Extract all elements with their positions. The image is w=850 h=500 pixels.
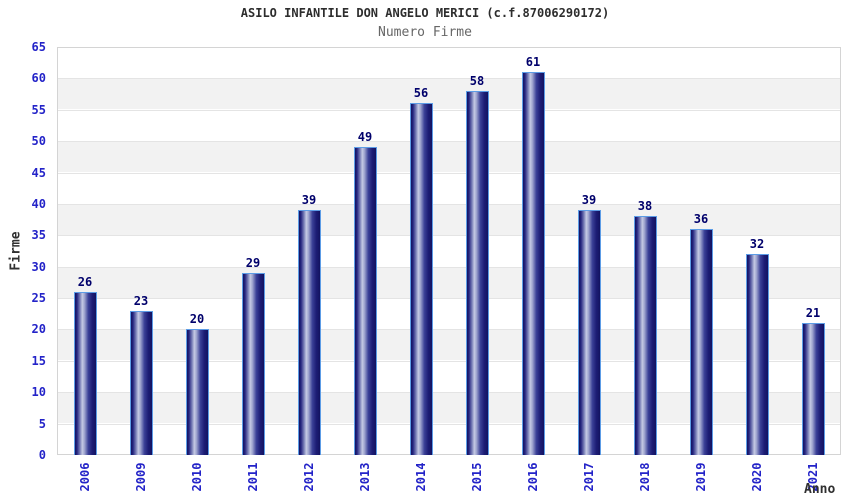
x-tick-label: 2016 — [526, 462, 540, 492]
bar — [522, 72, 545, 455]
x-tick-label: 2019 — [694, 462, 708, 492]
x-axis-ticks: 2006 2009 2010 2011 2012 2013 2014 2015 2016 2017… — [57, 455, 841, 500]
bar-value-label: 38 — [637, 199, 653, 213]
plot-band — [58, 78, 840, 109]
y-tick-label: 30 — [31, 260, 46, 274]
bar-value-label: 20 — [189, 312, 205, 326]
x-tick-label: 2018 — [638, 462, 652, 492]
x-tick-label: 2009 — [134, 462, 148, 492]
gridline — [58, 204, 840, 205]
gridline — [58, 329, 840, 330]
x-tick-label: 2015 — [470, 462, 484, 492]
chart-title: ASILO INFANTILE DON ANGELO MERICI (c.f.8… — [240, 6, 610, 20]
gridline — [58, 173, 840, 174]
gridline — [58, 392, 840, 393]
y-tick-label: 5 — [38, 417, 46, 431]
x-tick-label: 2011 — [246, 462, 260, 492]
plot-band — [58, 329, 840, 360]
bar — [130, 311, 153, 455]
y-tick-label: 20 — [31, 322, 46, 336]
gridline — [58, 298, 840, 299]
y-tick-label: 50 — [31, 134, 46, 148]
bar-value-label: 39 — [581, 193, 597, 207]
x-tick-label: 2010 — [190, 462, 204, 492]
y-tick-label: 10 — [31, 385, 46, 399]
gridline — [58, 235, 840, 236]
x-tick-label: 2013 — [358, 462, 372, 492]
bar-value-label: 32 — [749, 237, 765, 251]
bar-value-label: 29 — [245, 256, 261, 270]
x-tick-label: 2017 — [582, 462, 596, 492]
bar — [466, 91, 489, 455]
bar — [690, 229, 713, 455]
bar-value-label: 36 — [693, 212, 709, 226]
bar-value-label: 39 — [301, 193, 317, 207]
x-tick-label: 2020 — [750, 462, 764, 492]
gridline — [58, 361, 840, 362]
y-tick-label: 60 — [31, 71, 46, 85]
bar-value-label: 58 — [469, 74, 485, 88]
bar — [242, 273, 265, 455]
y-tick-label: 65 — [31, 40, 46, 54]
bar-value-label: 61 — [525, 55, 541, 69]
bar-value-label: 26 — [77, 275, 93, 289]
plot-band — [58, 392, 840, 423]
y-tick-label: 40 — [31, 197, 46, 211]
x-tick-label: 2006 — [78, 462, 92, 492]
bar — [186, 329, 209, 455]
bar — [410, 103, 433, 455]
y-tick-label: 15 — [31, 354, 46, 368]
gridline — [58, 141, 840, 142]
gridline — [58, 110, 840, 111]
y-tick-label: 45 — [31, 166, 46, 180]
gridline — [58, 267, 840, 268]
y-tick-label: 55 — [31, 103, 46, 117]
bar-value-label: 21 — [805, 306, 821, 320]
gridline — [58, 78, 840, 79]
y-tick-label: 25 — [31, 291, 46, 305]
x-tick-label: 2012 — [302, 462, 316, 492]
bar-value-label: 56 — [413, 86, 429, 100]
x-tick-label: 2014 — [414, 462, 428, 492]
bar — [74, 292, 97, 455]
plot-area: 26 23 20 29 39 49 56 58 61 39 38 36 32 21 — [57, 47, 841, 455]
bar-value-label: 23 — [133, 294, 149, 308]
x-axis-title: Anno — [804, 482, 836, 497]
bar — [354, 147, 377, 455]
gridline — [58, 424, 840, 425]
chart-subtitle: Numero Firme — [378, 25, 472, 40]
bar — [746, 254, 769, 455]
bar — [802, 323, 825, 455]
y-axis-ticks: 0 5 10 15 20 25 30 35 40 45 50 55 60 65 — [0, 40, 46, 462]
plot-band — [58, 141, 840, 172]
y-tick-label: 0 — [38, 448, 46, 462]
y-tick-label: 35 — [31, 228, 46, 242]
bar-value-label: 49 — [357, 130, 373, 144]
bar — [578, 210, 601, 455]
plot-band — [58, 204, 840, 235]
plot-band — [58, 267, 840, 298]
bar — [634, 216, 657, 455]
bar — [298, 210, 321, 455]
